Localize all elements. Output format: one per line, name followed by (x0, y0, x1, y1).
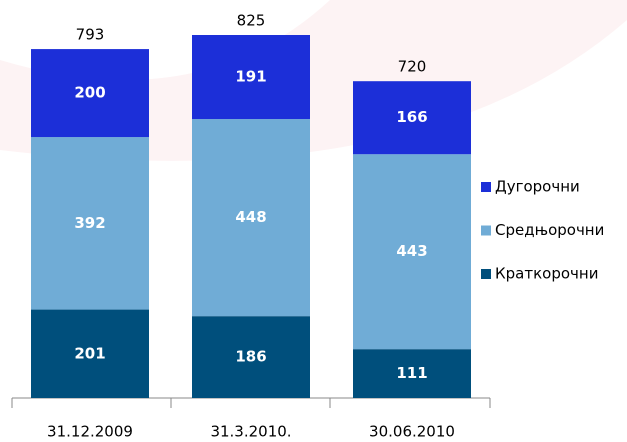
segment-label: 448 (235, 208, 266, 226)
total-label: 793 (76, 26, 105, 44)
segment-label: 166 (396, 108, 427, 126)
segment-label: 186 (235, 348, 266, 366)
segment-label: 200 (74, 84, 105, 102)
legend-label: Средњорочни (495, 221, 604, 239)
segment-label: 111 (396, 364, 427, 382)
total-label: 825 (237, 12, 266, 30)
segment-label: 191 (235, 68, 266, 86)
bar-segment (353, 154, 471, 350)
bar-segment (31, 137, 149, 310)
total-label: 720 (398, 58, 427, 76)
background-shape (0, 0, 627, 161)
x-tick-label: 31.3.2010. (210, 423, 291, 441)
bar-segment (192, 316, 310, 398)
bar-segment (31, 49, 149, 138)
legend-swatch (481, 182, 491, 192)
segment-label: 443 (396, 242, 427, 260)
bar-segment (192, 35, 310, 120)
legend-label: Краткорочни (495, 265, 598, 283)
x-axis-ticks (11, 398, 491, 408)
segment-label: 201 (74, 344, 105, 362)
legend-swatch (481, 225, 491, 236)
bar-segment (192, 119, 310, 317)
x-tick-label: 30.06.2010 (369, 423, 455, 441)
bar-segment (353, 81, 471, 155)
x-tick-label: 31.12.2009 (47, 423, 133, 441)
bar-segment (31, 309, 149, 398)
bar-segment (353, 349, 471, 398)
legend-swatch (481, 269, 491, 279)
legend-label: Дугорочни (495, 178, 580, 196)
segment-label: 392 (74, 214, 105, 232)
